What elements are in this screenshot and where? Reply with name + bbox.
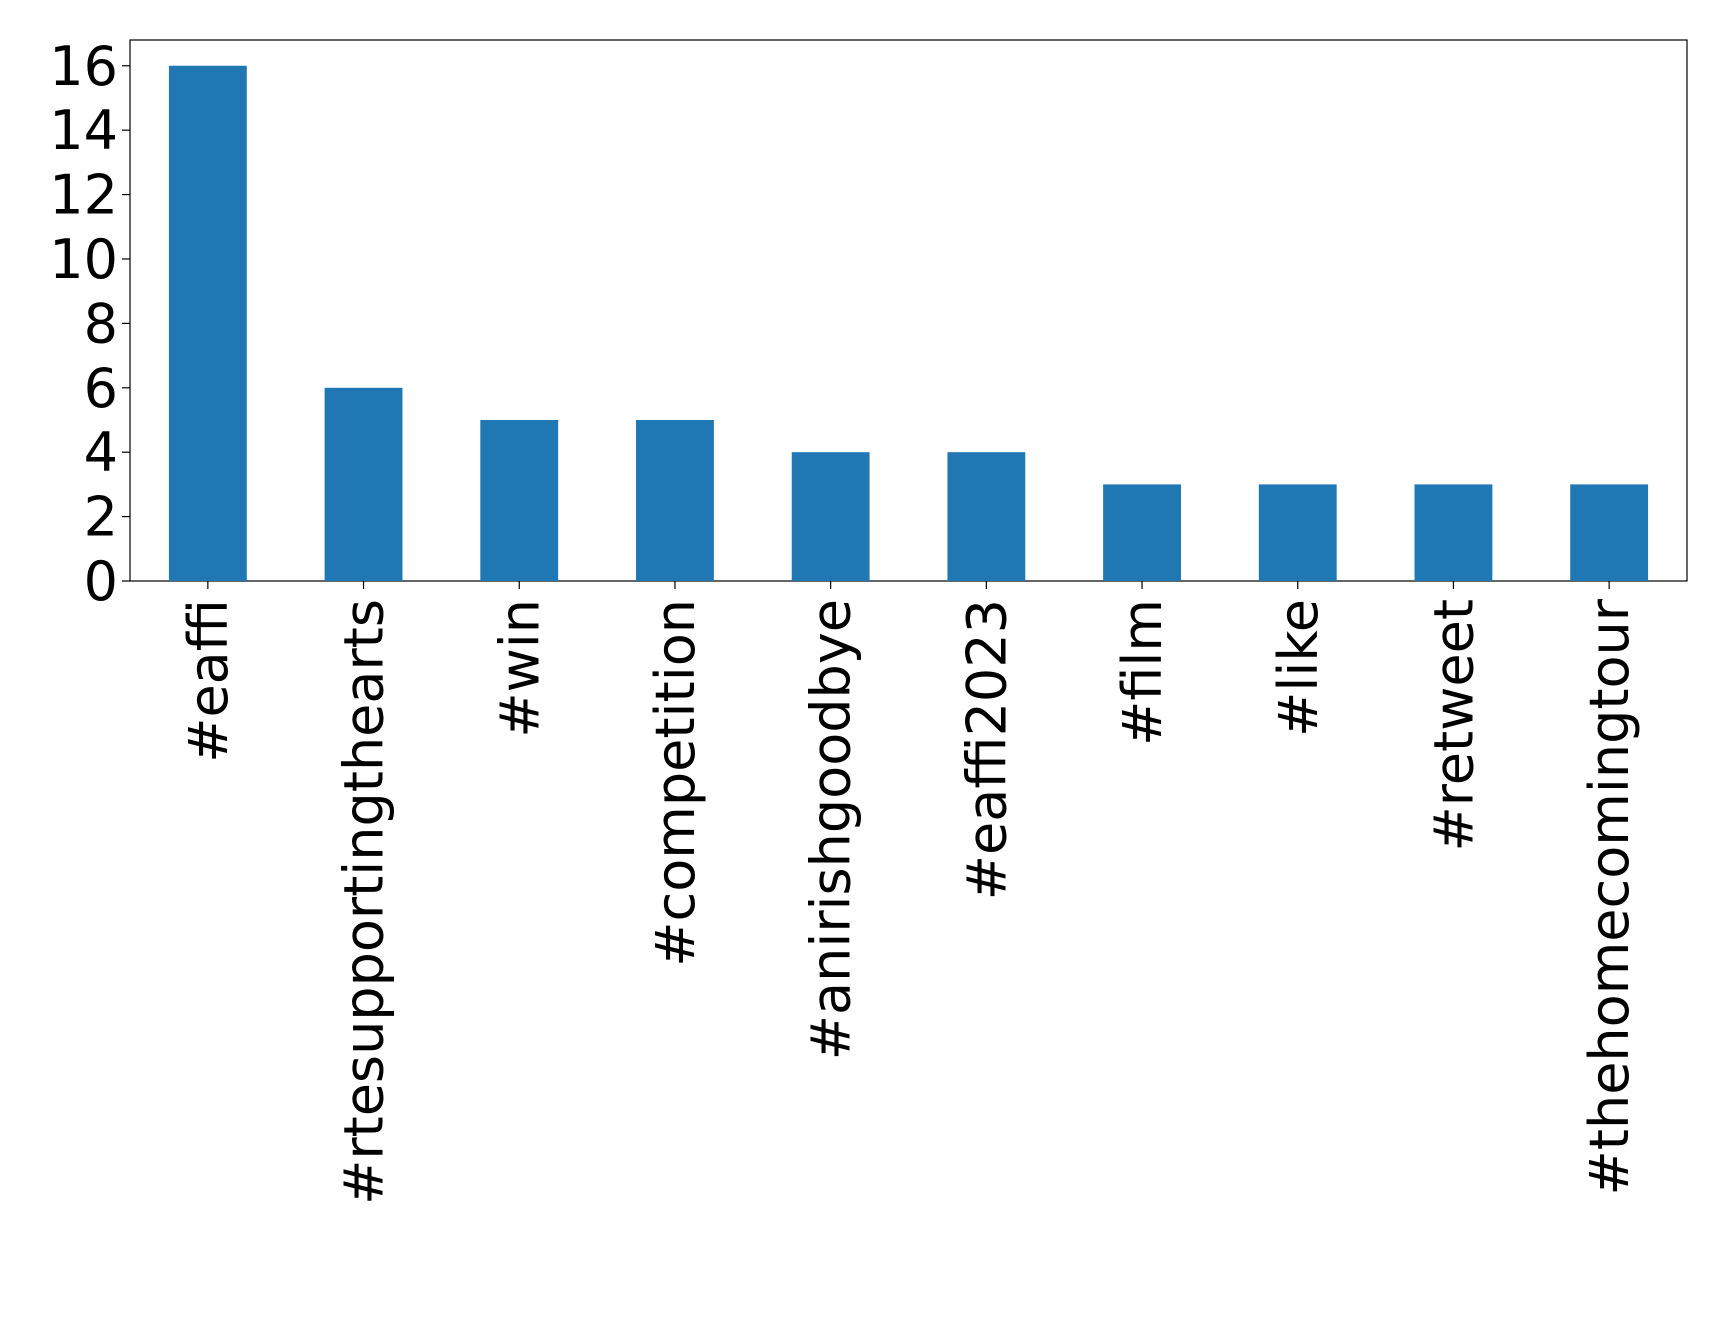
- bar: [791, 452, 870, 581]
- x-tick-label: #anirishgoodbye: [800, 599, 863, 1060]
- bar: [168, 65, 247, 581]
- y-tick-label: 6: [84, 357, 118, 420]
- bar: [480, 419, 559, 581]
- x-tick-label: #win: [488, 599, 551, 738]
- y-tick-label: 14: [49, 99, 118, 162]
- x-tick-label: #rtesupportingthearts: [333, 599, 396, 1205]
- y-tick-label: 12: [49, 164, 118, 227]
- x-tick-label: #film: [1111, 599, 1174, 746]
- bar: [1258, 484, 1337, 581]
- y-tick-label: 0: [84, 550, 118, 613]
- x-tick-label: #eaffi2023: [955, 599, 1018, 900]
- x-tick-label: #competition: [644, 599, 707, 967]
- y-tick-label: 4: [84, 421, 118, 484]
- bar: [636, 419, 714, 581]
- x-tick-label: #thehomecomingtour: [1578, 598, 1641, 1195]
- x-tick-label: #retweet: [1422, 599, 1485, 851]
- y-tick-label: 2: [84, 486, 118, 549]
- bar: [1570, 484, 1649, 581]
- bar: [947, 452, 1026, 581]
- plot-frame: [129, 39, 1688, 582]
- bar: [1414, 484, 1493, 581]
- x-tick-label: #eaffi: [177, 599, 240, 763]
- y-tick-label: 8: [84, 292, 118, 355]
- x-tick-label: #like: [1267, 599, 1330, 737]
- y-tick-label: 16: [49, 35, 118, 98]
- bar: [324, 387, 403, 581]
- bar: [1103, 484, 1181, 581]
- y-tick-label: 10: [49, 228, 118, 291]
